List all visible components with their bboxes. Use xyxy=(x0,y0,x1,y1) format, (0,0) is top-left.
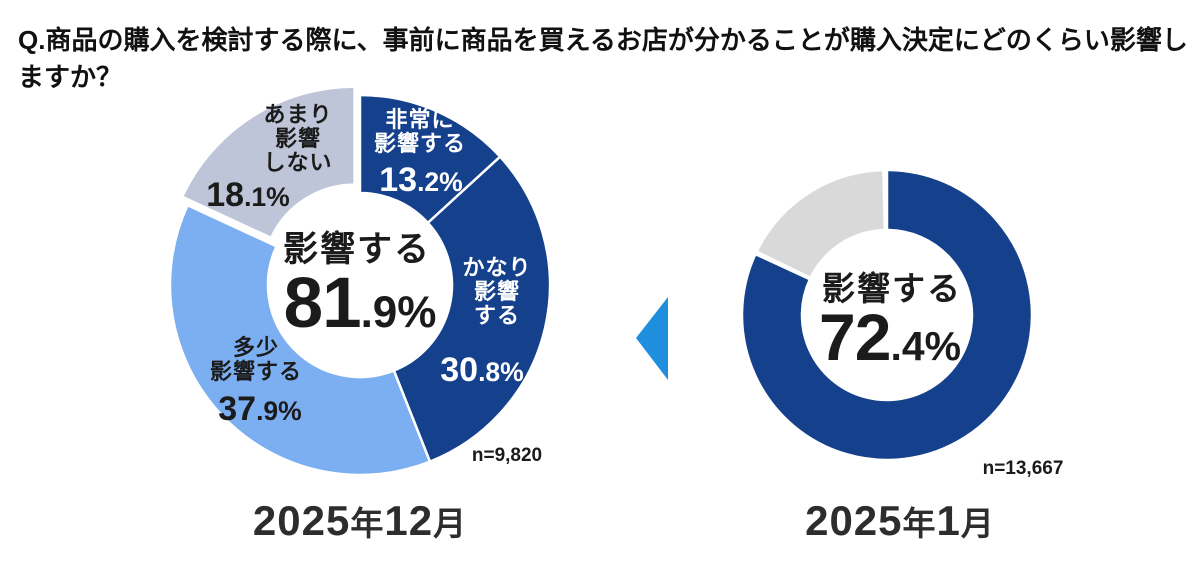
label-line: しない xyxy=(263,150,333,175)
period-part: 月 xyxy=(960,505,995,542)
period-part: 1 xyxy=(936,497,961,544)
label-line: 影響 xyxy=(473,279,521,304)
segment-value-kanari: 30.8% xyxy=(440,351,524,390)
center-value-december: 81.9% xyxy=(284,263,437,344)
segment-value-tashou: 37.9% xyxy=(218,390,302,429)
sample-size-december: n=9,820 xyxy=(471,445,543,466)
period-part: 年 xyxy=(350,505,385,542)
segment-label-tashou: 多少 影響する xyxy=(210,336,302,384)
donut-segment xyxy=(740,168,1034,462)
donut-december-svg xyxy=(168,85,552,477)
period-part: 12 xyxy=(384,497,434,544)
label-line: あまり xyxy=(263,102,333,127)
label-line: 影響する xyxy=(373,131,467,156)
pct-int: 30 xyxy=(440,351,479,389)
center-label-january: 影響する xyxy=(822,270,962,307)
period-label-january: 2025年1月 xyxy=(750,497,1050,545)
period-part: 年 xyxy=(902,505,937,542)
label-line: 非常に xyxy=(385,107,455,132)
pct-int: 37 xyxy=(218,390,257,428)
left-arrow-icon xyxy=(636,297,668,380)
donut-chart-december: 非常に 影響する 13.2% かなり 影響 する 30.8% 多少 影響する 37.9%… xyxy=(150,75,570,495)
pct-dec: .8% xyxy=(478,357,524,387)
period-label-december: 2025年12月 xyxy=(150,497,570,545)
label-line: 影響 xyxy=(274,126,322,151)
pct-int: 18 xyxy=(206,176,245,214)
donut-segment xyxy=(168,203,432,477)
label-line: かなり xyxy=(462,255,532,280)
pct-int: 13 xyxy=(379,161,418,199)
period-part: 月 xyxy=(433,505,468,542)
pct-int: 81 xyxy=(283,264,362,343)
segment-label-hijouni: 非常に 影響する xyxy=(374,108,466,156)
pct-dec: .9% xyxy=(360,288,437,337)
donut-chart-january: 影響する 72.4% n=13,667 xyxy=(737,165,1063,479)
label-line: 多少 xyxy=(232,335,280,360)
center-value-january: 72.4% xyxy=(819,299,961,375)
center-label-december: 影響する xyxy=(282,230,432,269)
segment-value-amari: 18.1% xyxy=(206,176,290,215)
pct-int: 72 xyxy=(819,300,891,374)
label-line: 影響する xyxy=(209,359,303,384)
segment-label-kanari: かなり 影響 する xyxy=(462,256,531,328)
pct-dec: .1% xyxy=(244,182,290,212)
donut-segment xyxy=(755,168,887,280)
segment-value-hijouni: 13.2% xyxy=(379,161,463,200)
pct-dec: .2% xyxy=(417,167,463,197)
donut-segment xyxy=(180,85,356,240)
period-part: 2025 xyxy=(805,497,903,544)
segment-label-amari: あまり 影響 しない xyxy=(263,103,332,175)
pct-dec: .9% xyxy=(256,396,302,426)
label-line: する xyxy=(473,303,521,328)
pct-dec: .4% xyxy=(890,323,961,369)
page-title: Q.商品の購入を検討する際に、事前に商品を買えるお店が分かることが購入決定にどの… xyxy=(18,25,1188,92)
donut-january-svg xyxy=(740,168,1034,462)
donut-segment xyxy=(392,155,552,463)
period-part: 2025 xyxy=(252,497,351,544)
sample-size-january: n=13,667 xyxy=(982,458,1064,479)
